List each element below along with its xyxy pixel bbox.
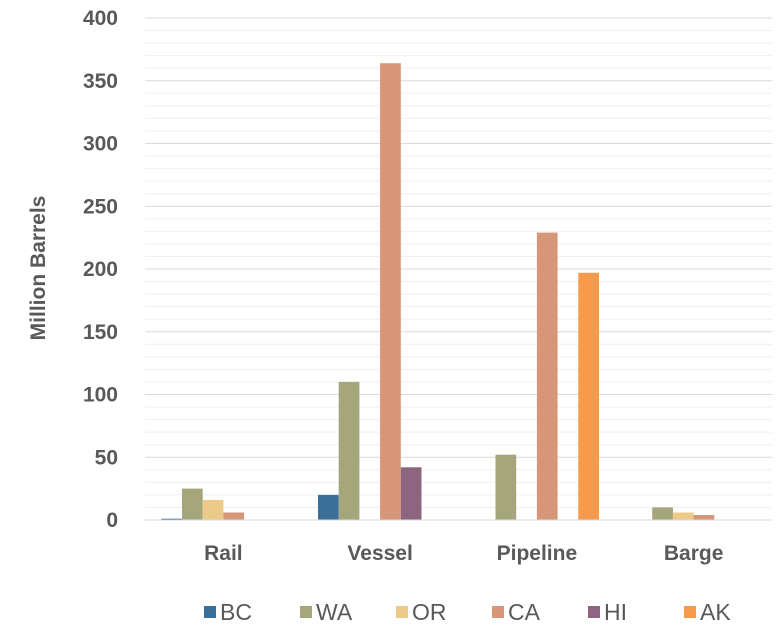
legend-swatch-ca (492, 606, 504, 618)
bar-or-barge (672, 512, 694, 520)
legend-swatch-wa (300, 606, 312, 618)
y-tick-label: 300 (83, 133, 118, 156)
y-tick-label: 200 (83, 258, 118, 281)
legend-label-ak: AK (700, 599, 731, 625)
bar-or-rail (202, 499, 224, 520)
bar-ca-pipeline (536, 232, 558, 520)
y-tick-label: 350 (83, 70, 118, 93)
y-tick-label: 150 (83, 321, 118, 344)
y-tick-label: 100 (83, 384, 118, 407)
bar-wa-barge (652, 507, 673, 520)
y-tick-label: 0 (106, 509, 118, 532)
category-label: Rail (204, 542, 243, 565)
legend-swatch-ak (684, 606, 696, 618)
bar-wa-vessel (338, 381, 360, 520)
legend: BC WA OR CA HI AK (204, 599, 731, 625)
bar-ca-barge (693, 515, 715, 520)
bar-ak-pipeline (578, 272, 599, 520)
y-tick-label: 50 (95, 446, 118, 469)
category-label: Vessel (347, 542, 412, 565)
bars (161, 63, 715, 520)
bar-wa-rail (182, 488, 203, 520)
legend-swatch-or (396, 606, 408, 618)
legend-label-ca: CA (508, 599, 541, 625)
category-labels: Rail Vessel Pipeline Barge (204, 542, 723, 565)
bar-ca-vessel (380, 63, 401, 520)
legend-label-wa: WA (316, 599, 353, 625)
legend-label-or: OR (412, 599, 447, 625)
gridlines (145, 17, 772, 508)
legend-swatch-bc (204, 606, 216, 618)
y-axis-tick-labels: 0 50 100 150 200 250 300 350 400 (83, 7, 118, 532)
y-axis-title: Million Barrels (27, 196, 50, 341)
bar-bc-vessel (318, 494, 339, 520)
bar-bc-rail (161, 518, 182, 520)
bar-hi-vessel (400, 467, 422, 520)
legend-swatch-hi (588, 606, 600, 618)
legend-label-hi: HI (604, 599, 627, 625)
legend-label-bc: BC (220, 599, 252, 625)
y-tick-label: 400 (83, 7, 118, 30)
y-tick-label: 250 (83, 195, 118, 218)
bar-ca-rail (223, 512, 245, 520)
category-label: Barge (664, 542, 724, 565)
bar-wa-pipeline (495, 454, 517, 520)
category-label: Pipeline (497, 542, 578, 565)
